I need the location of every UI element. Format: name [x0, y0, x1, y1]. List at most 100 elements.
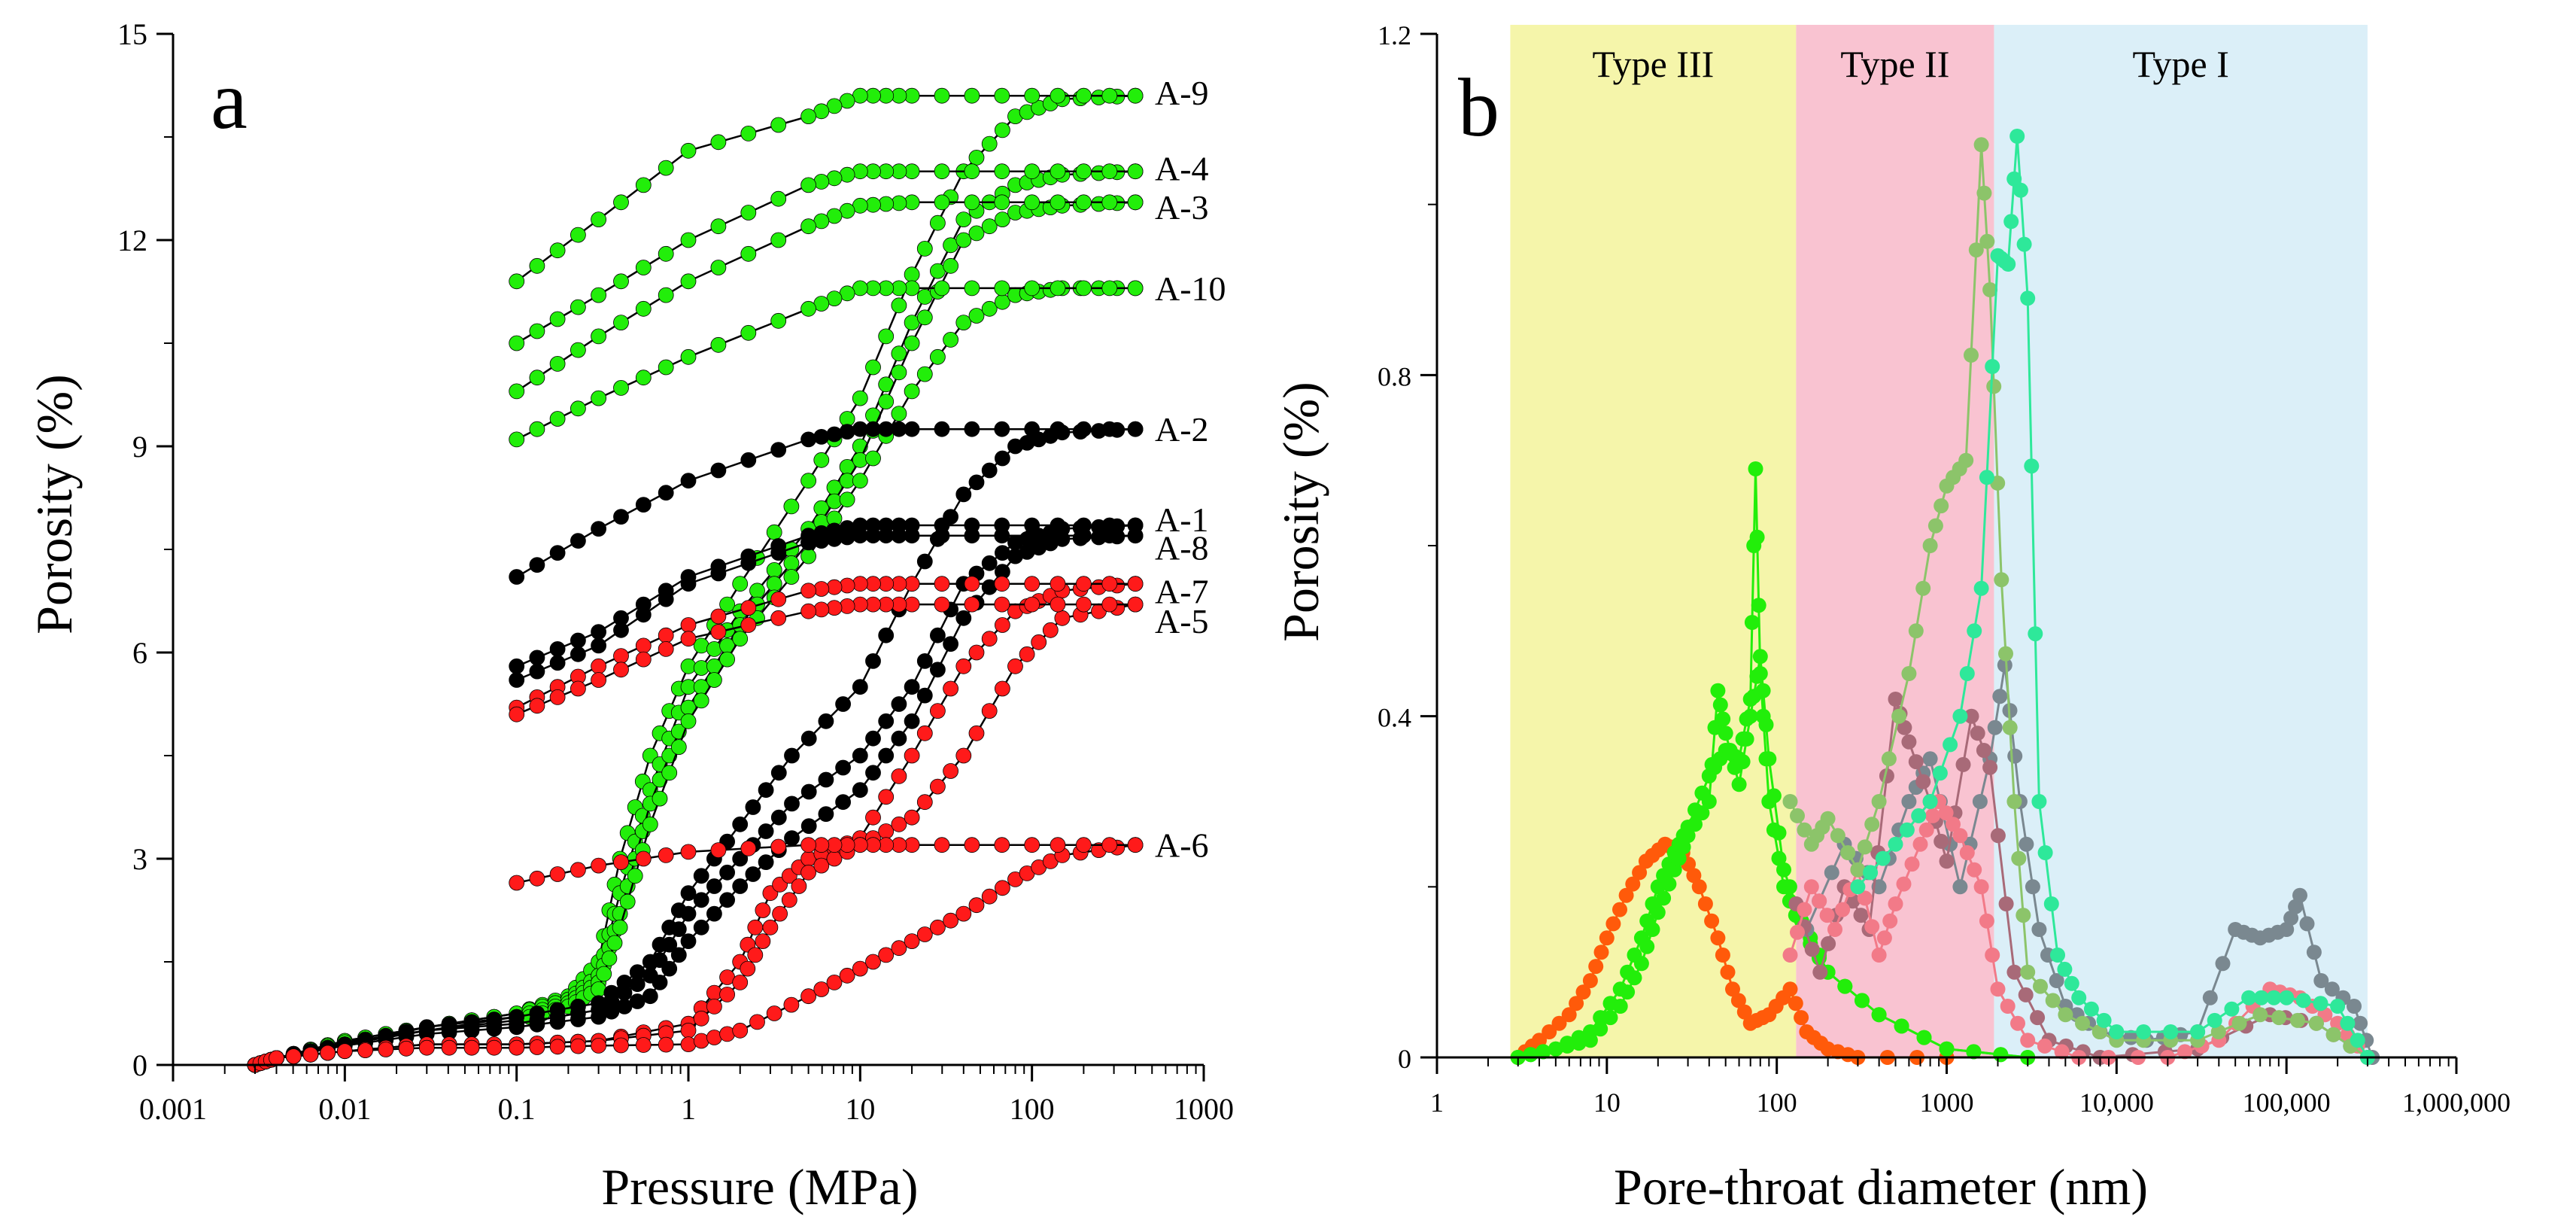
series-A-9-point [800, 473, 816, 489]
series-A-4-point [706, 641, 722, 657]
series-A-5-point [509, 706, 525, 722]
series-mint-point [2024, 458, 2040, 474]
series-A-9-point [964, 87, 980, 104]
panel-a-x-tick-label: 100 [1010, 1092, 1055, 1126]
series-A-2-point [878, 627, 895, 643]
series-A-6-point [1127, 837, 1144, 853]
series-green-2-point [1571, 1036, 1587, 1051]
series-label-A-10: A-10 [1155, 269, 1226, 308]
series-A-2-point [784, 747, 800, 764]
series-gray-point [1987, 719, 2003, 735]
series-A-8-point [658, 591, 674, 607]
series-mint-point [1979, 470, 1994, 485]
panel-a-x-tick-label: 0.1 [498, 1092, 536, 1126]
series-A-8-point [652, 975, 668, 990]
series-orange-point [1569, 996, 1584, 1011]
series-A-2-point [852, 679, 868, 695]
series-A-6-point [813, 981, 830, 997]
series-A-6-point [418, 1039, 435, 1056]
series-gray-point [1922, 751, 1938, 767]
series-A-2-point [865, 653, 881, 669]
series-A-6-point [1024, 837, 1040, 853]
panel-a-label: a [211, 54, 248, 146]
series-A-10-point [570, 400, 586, 417]
series-A-10-point [839, 491, 855, 508]
series-olive-point [1934, 498, 1949, 514]
series-mint-point [1985, 359, 2000, 374]
series-A-5-point [1050, 596, 1066, 613]
series-label-A-4: A-4 [1155, 150, 1209, 188]
series-A-3-point [710, 260, 727, 275]
series-A-8-point [549, 1014, 566, 1030]
series-A-6-point [658, 1036, 674, 1053]
series-A-10-point [800, 548, 816, 564]
series-mauve-point [1901, 734, 1917, 750]
series-label-A-8: A-8 [1155, 529, 1209, 567]
series-green-2-point [1612, 999, 1628, 1014]
series-orange-point [1542, 1024, 1557, 1039]
series-A-2-point [818, 713, 834, 729]
series-A-7-point [943, 680, 958, 697]
series-A-5-point [813, 601, 830, 618]
series-A-3-point [591, 328, 606, 345]
series-A-6-point [1101, 837, 1118, 853]
series-A-4-point [1050, 163, 1066, 180]
series-A-8-point [934, 528, 950, 544]
series-mint-point [2295, 993, 2311, 1008]
series-A-2-point [635, 497, 652, 513]
panel-b-y-tick-label: 0.4 [1378, 703, 1411, 733]
series-A-5-point [635, 651, 652, 668]
series-orange-point [1532, 1033, 1547, 1048]
series-A-9-extrusion-line [515, 94, 1136, 282]
series-pink-point [1896, 876, 1912, 892]
series-A-4-point [658, 245, 674, 262]
series-olive-point [1871, 794, 1887, 809]
series-A-10-point [680, 713, 697, 729]
series-green-2-point [1639, 938, 1655, 954]
series-mint-point [1888, 836, 1903, 852]
series-A-6-point [994, 837, 1010, 853]
series-green-2-point [1602, 1010, 1618, 1026]
series-A-4-point [591, 287, 606, 303]
series-A-1-point [706, 878, 722, 894]
series-A-4-point [1024, 163, 1040, 180]
series-green-2-point [1871, 1007, 1887, 1023]
series-A-5-point [762, 919, 779, 935]
series-A-5-point [1127, 596, 1144, 613]
series-A-10-point [652, 790, 668, 807]
series-orange-point [1551, 1015, 1567, 1031]
series-olive-point [2058, 1007, 2073, 1023]
series-A-10-point [930, 348, 946, 365]
series-A-5-point [791, 878, 807, 894]
series-A-6-point [878, 947, 895, 963]
series-green-2-point [1752, 649, 1768, 665]
series-A-7-point [891, 768, 907, 784]
series-green-2-point [1855, 993, 1870, 1008]
series-A-5-point [680, 631, 697, 647]
series-A-8-point [1076, 528, 1092, 544]
series-A-6-point [891, 940, 907, 957]
series-olive-point [1982, 282, 1998, 297]
series-A-4-point [800, 177, 816, 193]
series-A-6-point [529, 1039, 545, 1055]
series-green-2-point [1675, 839, 1691, 855]
series-A-4-point [766, 562, 782, 578]
series-green-2-point [1749, 668, 1765, 684]
series-A-6-point [635, 1037, 652, 1053]
series-mauve-point [2030, 1010, 2046, 1026]
series-mint-point [2340, 1015, 2356, 1031]
series-green-2-point [1687, 817, 1703, 832]
series-A-3-point [529, 370, 545, 386]
series-pink-point [1990, 981, 2006, 997]
series-mint-point [1875, 850, 1891, 866]
series-A-3-point [878, 394, 895, 409]
series-A-3-point [1101, 194, 1118, 211]
series-A-3-point [904, 335, 920, 351]
series-A-3-point [658, 287, 674, 303]
series-A-9-point [710, 134, 727, 151]
series-A-2-point [968, 474, 985, 491]
series-A-8-point [661, 960, 678, 977]
series-green-2-point [1993, 1047, 2009, 1063]
series-A-4-point [693, 660, 709, 676]
series-A-10-point [606, 935, 623, 951]
